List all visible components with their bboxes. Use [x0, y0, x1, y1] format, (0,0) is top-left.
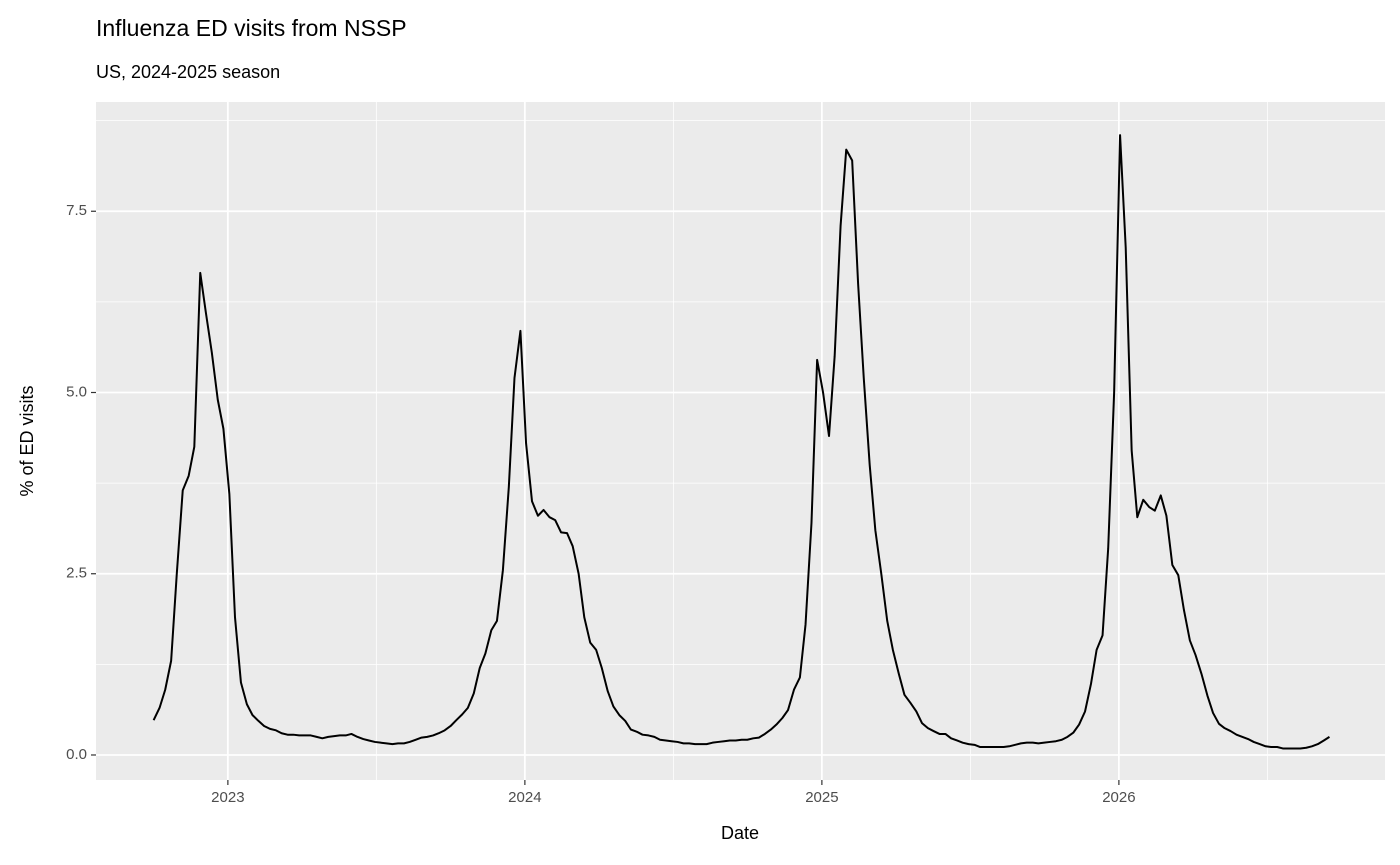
chart-title: Influenza ED visits from NSSP [96, 15, 407, 41]
y-tick-label: 2.5 [66, 565, 87, 582]
data-line [152, 134, 1331, 750]
x-axis-label: Date [721, 823, 759, 843]
x-tick-label: 2025 [805, 789, 838, 806]
x-tick-label: 2024 [508, 789, 541, 806]
y-tick-label: 7.5 [66, 202, 87, 219]
y-tick-label: 5.0 [66, 383, 87, 400]
x-tick-label: 2026 [1102, 789, 1135, 806]
x-tick-label: 2023 [211, 789, 244, 806]
plot-panel [96, 102, 1385, 780]
chart-subtitle: US, 2024-2025 season [96, 62, 280, 82]
y-tick-label: 0.0 [66, 746, 87, 763]
y-axis-label: % of ED visits [17, 385, 37, 496]
